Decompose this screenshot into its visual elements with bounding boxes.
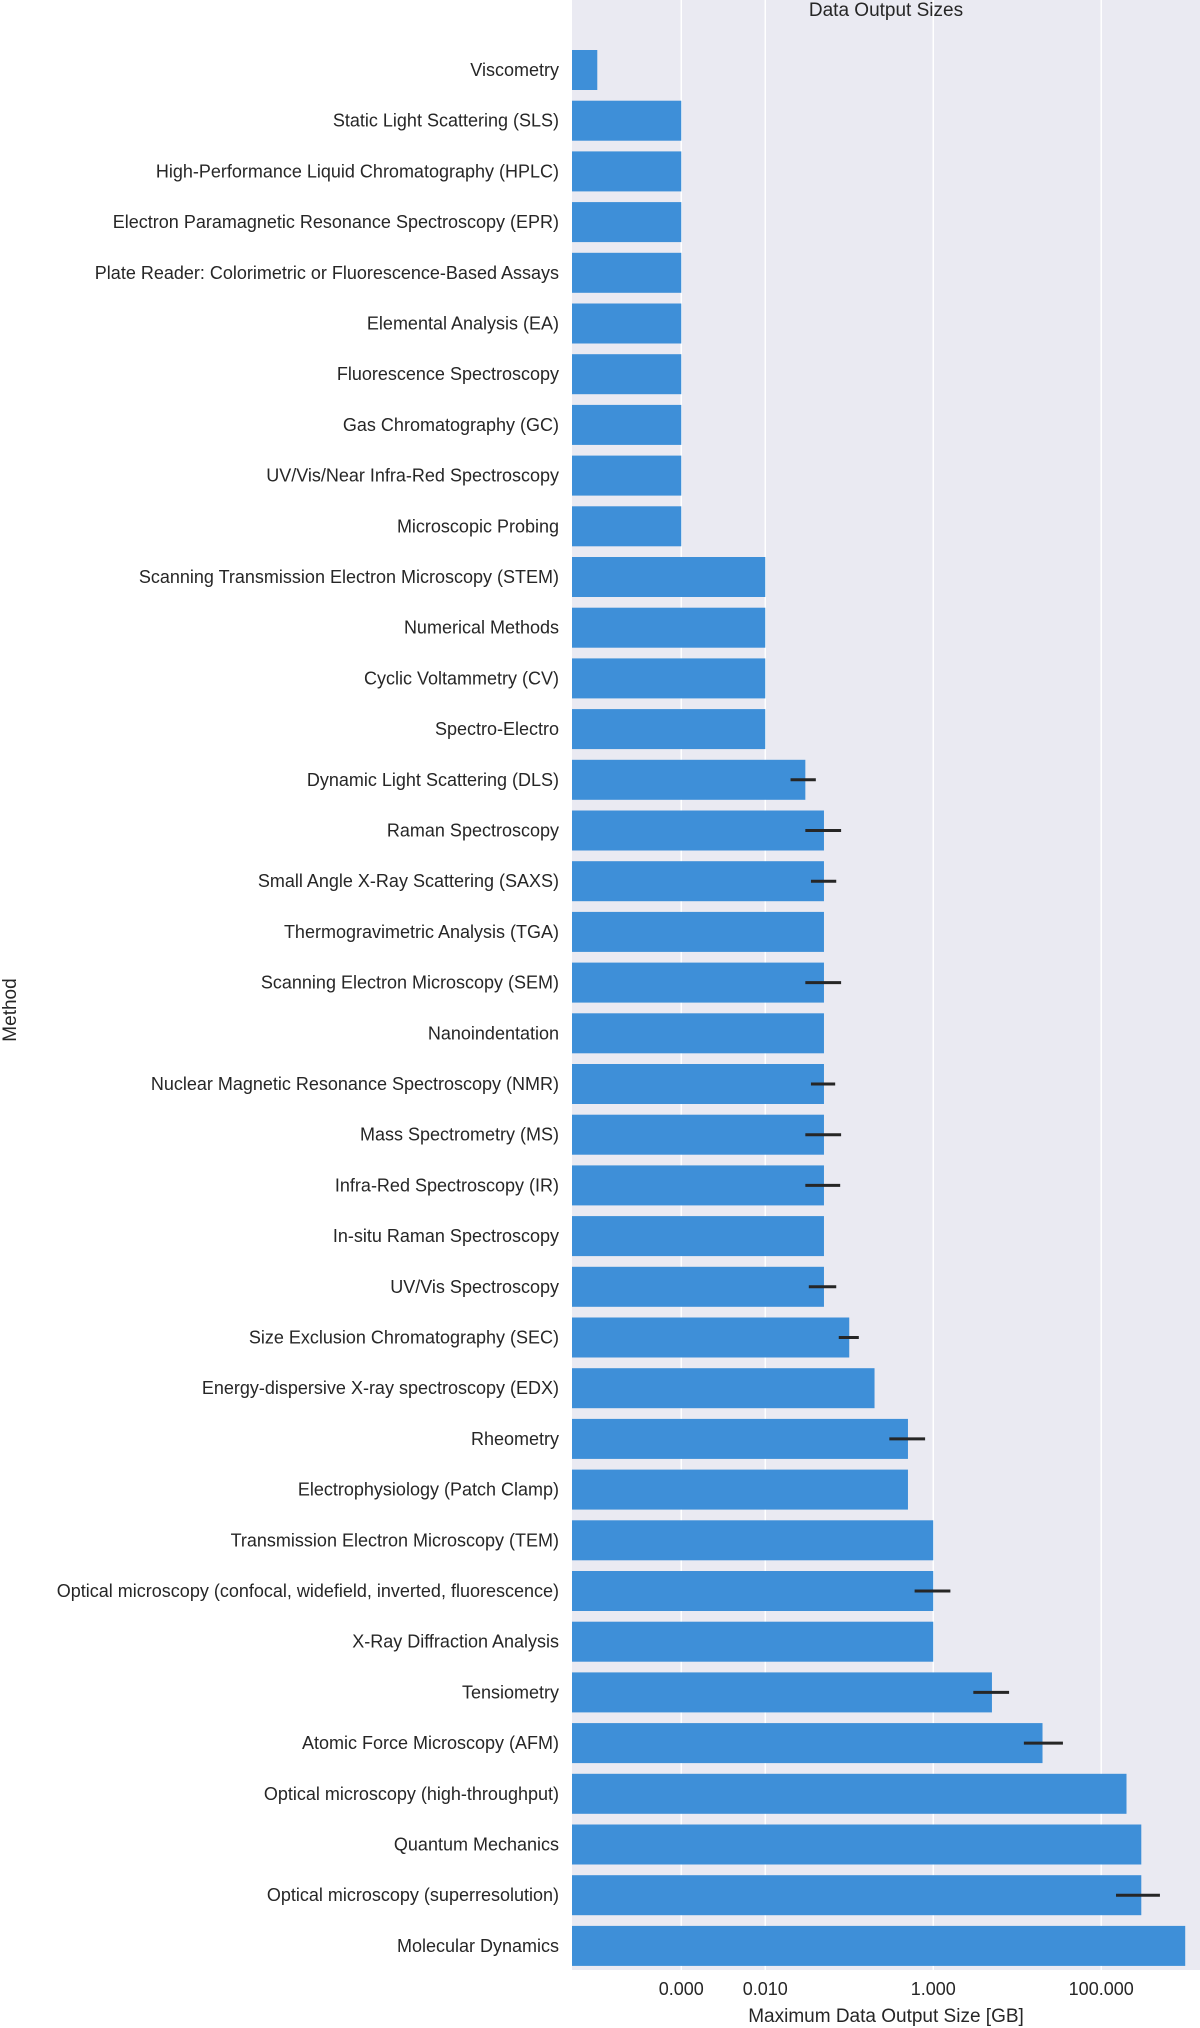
category-label: Microscopic Probing <box>397 516 559 536</box>
bar <box>572 1723 1043 1764</box>
category-label: Fluorescence Spectroscopy <box>337 364 559 384</box>
category-label: Electron Paramagnetic Resonance Spectros… <box>113 212 559 232</box>
category-label: Gas Chromatography (GC) <box>343 415 559 435</box>
bar <box>572 962 824 1003</box>
category-label: Thermogravimetric Analysis (TGA) <box>284 922 559 942</box>
bar <box>572 50 598 90</box>
bar <box>572 1266 824 1307</box>
category-label: Size Exclusion Chromatography (SEC) <box>249 1328 559 1348</box>
bar <box>572 810 824 851</box>
category-label: Quantum Mechanics <box>394 1835 559 1855</box>
category-label: Raman Spectroscopy <box>387 821 559 841</box>
bar <box>572 1064 824 1104</box>
category-label: Energy-dispersive X-ray spectroscopy (ED… <box>202 1378 559 1398</box>
category-label: In-situ Raman Spectroscopy <box>333 1226 559 1246</box>
x-tick-label: 1.000 <box>911 1979 956 1999</box>
category-label: Plate Reader: Colorimetric or Fluorescen… <box>95 263 559 283</box>
bar <box>572 1520 934 1561</box>
category-label: Numerical Methods <box>404 618 559 638</box>
category-label: Rheometry <box>471 1429 559 1449</box>
category-label: Electrophysiology (Patch Clamp) <box>298 1480 559 1500</box>
bar <box>572 1165 824 1206</box>
bar <box>572 354 682 395</box>
bar <box>572 1875 1142 1916</box>
category-label: High-Performance Liquid Chromatography (… <box>156 161 559 181</box>
category-label: Optical microscopy (high-throughput) <box>264 1784 559 1804</box>
error-bars-group <box>790 778 1160 1897</box>
category-label: UV/Vis/Near Infra-Red Spectroscopy <box>266 466 559 486</box>
bar <box>572 658 766 699</box>
bar <box>572 1317 850 1358</box>
bars-group <box>572 50 1186 1966</box>
category-label: Static Light Scattering (SLS) <box>333 111 559 131</box>
category-label: Viscometry <box>470 60 559 80</box>
category-label: Tensiometry <box>462 1682 559 1702</box>
chart-title: Data Output Sizes <box>809 0 963 21</box>
bar <box>572 607 766 648</box>
bar <box>572 1368 875 1409</box>
bar <box>572 404 682 445</box>
x-axis-label: Maximum Data Output Size [GB] <box>748 2006 1024 2027</box>
category-label: Molecular Dynamics <box>397 1936 559 1956</box>
bar <box>572 709 766 750</box>
bar <box>572 759 806 800</box>
category-label: Cyclic Voltammetry (CV) <box>364 668 559 688</box>
bar <box>572 1114 824 1155</box>
x-tick-label: 0.010 <box>743 1979 788 1999</box>
bar <box>572 252 682 293</box>
bar <box>572 202 682 243</box>
bar <box>572 1571 934 1611</box>
category-label: Spectro-Electro <box>435 719 559 739</box>
category-label: Optical microscopy (confocal, widefield,… <box>57 1581 559 1601</box>
bar <box>572 1469 908 1510</box>
bar <box>572 1216 824 1257</box>
category-label: Optical microscopy (superresolution) <box>267 1885 559 1905</box>
category-label: Atomic Force Microscopy (AFM) <box>302 1733 559 1753</box>
bar <box>572 1418 908 1459</box>
category-label: Transmission Electron Microscopy (TEM) <box>231 1530 559 1550</box>
bar <box>572 100 682 141</box>
bar <box>572 861 824 902</box>
category-label: Elemental Analysis (EA) <box>367 314 559 334</box>
x-tick-labels-group: 0.000 0.010 1.000 100.000 <box>659 1979 1134 1999</box>
bar <box>572 1621 934 1662</box>
bar <box>572 1013 824 1054</box>
category-label: Scanning Transmission Electron Microscop… <box>139 567 559 587</box>
x-tick-label: 100.000 <box>1069 1979 1134 1999</box>
category-label: Dynamic Light Scattering (DLS) <box>307 770 559 790</box>
bar <box>572 1925 1186 1966</box>
bar <box>572 455 682 496</box>
category-label: X-Ray Diffraction Analysis <box>352 1632 559 1652</box>
y-axis-label: Method <box>0 978 21 1041</box>
category-label: Small Angle X-Ray Scattering (SAXS) <box>258 871 559 891</box>
x-tick-label: 0.000 <box>659 1979 704 1999</box>
category-label: Nuclear Magnetic Resonance Spectroscopy … <box>151 1074 559 1094</box>
category-label: Mass Spectrometry (MS) <box>360 1125 559 1145</box>
category-label: Infra-Red Spectroscopy (IR) <box>335 1175 559 1195</box>
bar <box>572 1672 992 1713</box>
bar <box>572 506 682 547</box>
category-label: Scanning Electron Microscopy (SEM) <box>261 973 559 993</box>
bar <box>572 911 824 952</box>
bar <box>572 151 682 192</box>
bar <box>572 557 766 597</box>
category-label: UV/Vis Spectroscopy <box>390 1277 559 1297</box>
bar <box>572 303 682 344</box>
category-label: Nanoindentation <box>428 1023 559 1043</box>
bar <box>572 1773 1127 1814</box>
bar <box>572 1824 1142 1865</box>
category-labels-group: Viscometry Static Light Scattering (SLS) H… <box>57 60 559 1956</box>
